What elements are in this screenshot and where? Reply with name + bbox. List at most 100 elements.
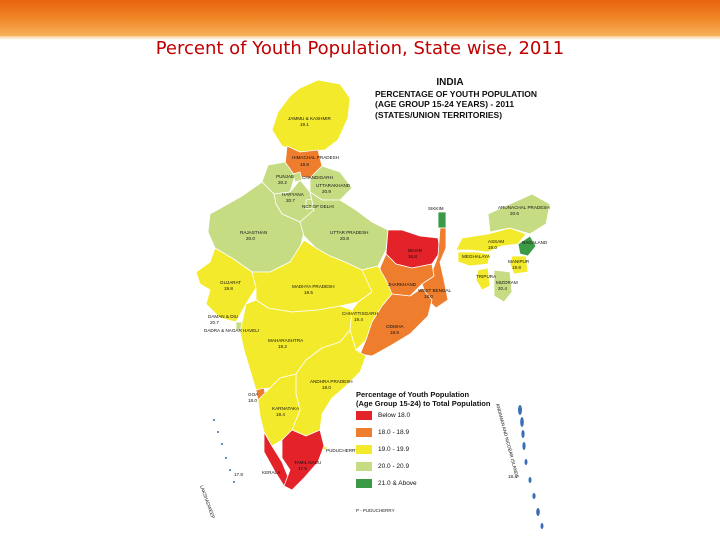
label-value: 17.5 xyxy=(298,466,307,471)
legend-swatch xyxy=(356,445,372,454)
label-name: WEST BENGAL xyxy=(418,288,452,293)
map-title: INDIA PERCENTAGE OF YOUTH POPULATION (AG… xyxy=(375,77,575,120)
region-andaman-nicobar xyxy=(518,405,544,529)
label-name: MEGHALAYA xyxy=(462,254,491,259)
region-nagaland xyxy=(517,235,537,257)
map-title-line: (STATES/UNION TERRITORIES) xyxy=(375,109,503,120)
label-value: 19.1 xyxy=(300,122,309,127)
label-value: 19.4 xyxy=(276,412,285,417)
label-value: 19.2 xyxy=(278,344,287,349)
label-value: 17.8 xyxy=(234,472,243,477)
label-name: SIKKIM xyxy=(428,206,444,211)
label-name: MAHARASHTRA xyxy=(268,338,304,343)
region-assam xyxy=(455,227,527,253)
legend-title: Percentage of Youth Population (Age Grou… xyxy=(356,390,506,408)
legend-item: 19.0 - 19.9 xyxy=(356,445,409,454)
label-name: CHHATTISGARH xyxy=(342,311,378,316)
label-name: MIZORAM xyxy=(496,280,518,285)
label-name: MADHYA PRADESH xyxy=(292,284,335,289)
legend-title-line: (Age Group 15-24) to Total Population xyxy=(356,399,491,408)
label-value: 20.4 xyxy=(498,286,507,291)
label-name: ANDHRA PRADESH xyxy=(310,379,353,384)
legend-item: 20.0 - 20.9 xyxy=(356,462,409,471)
region-odisha xyxy=(359,287,433,357)
label-name: RAJASTHAN xyxy=(240,230,267,235)
label-name: HIMACHAL PRADESH xyxy=(292,155,339,160)
label-value: 18.6 xyxy=(390,330,399,335)
legend-label: 20.0 - 20.9 xyxy=(378,463,410,470)
label-value: 20.7 xyxy=(210,320,219,325)
region-karnataka xyxy=(257,373,301,447)
legend-item: 18.0 - 18.9 xyxy=(356,428,409,437)
label-name: ODISHA xyxy=(386,324,405,329)
label-value: 20.0 xyxy=(246,236,255,241)
label-name: JHARKHAND xyxy=(388,282,417,287)
label-value: 19.0 xyxy=(488,245,497,250)
legend-label: 21.0 & Above xyxy=(378,480,417,487)
map-title-line: PERCENTAGE OF YOUTH POPULATION xyxy=(375,88,537,99)
region-meghalaya xyxy=(457,251,491,267)
label-value: 20.8 xyxy=(340,236,349,241)
label-value: 20.6 xyxy=(510,211,519,216)
legend-label: Below 18.0 xyxy=(378,412,411,419)
label-name: MANIPUR xyxy=(508,259,530,264)
label-name: UTTARAKHAND xyxy=(316,183,351,188)
label-value: 19.8 xyxy=(224,286,233,291)
top-banner-fade xyxy=(0,36,720,40)
label-name: HARYANA xyxy=(282,192,305,197)
label-value: 18.4 xyxy=(508,474,517,479)
label-name: KERALA xyxy=(262,470,281,475)
top-banner xyxy=(0,0,720,36)
legend-note: P - PUDUCHERRY xyxy=(356,508,395,513)
region-tamil-nadu xyxy=(281,429,325,491)
label-value: 18.8 xyxy=(300,162,309,167)
label-value: 19.5 xyxy=(304,290,313,295)
label-name: PUDUCHERRY xyxy=(326,448,358,453)
region-sikkim xyxy=(437,211,447,229)
region-mizoram xyxy=(493,269,513,303)
label-name: KARNATAKA xyxy=(272,406,300,411)
legend-swatch xyxy=(356,411,372,420)
legend-item: Below 18.0 xyxy=(356,411,410,420)
label-name: TAMIL NADU xyxy=(294,460,321,465)
slide-title: Percent of Youth Population, State wise,… xyxy=(155,38,565,59)
label-name: LAKSHADWEEP xyxy=(199,485,216,520)
label-value: 19.0 xyxy=(322,385,331,390)
label-name: TRIPURA xyxy=(476,274,497,279)
legend-swatch xyxy=(356,462,372,471)
legend-swatch xyxy=(356,428,372,437)
label-value: 18.0 xyxy=(248,398,257,403)
legend-title-line: Percentage of Youth Population xyxy=(356,390,470,399)
label-name: DAMAN & DIU xyxy=(208,314,238,319)
label-value: 18.0 xyxy=(424,294,433,299)
label-name: JAMMU & KASHMIR xyxy=(288,116,332,121)
region-chandigarh xyxy=(292,171,303,183)
label-value: 20.2 xyxy=(278,180,287,185)
label-name: ANDAMAN AND NICOBAR ISLANDS xyxy=(495,403,520,479)
region-manipur xyxy=(509,255,529,275)
region-lakshadweep xyxy=(213,419,235,483)
label-value: 20.9 xyxy=(322,189,331,194)
label-name: DADRA & NAGAR HAVELI xyxy=(204,328,259,333)
label-value: 16.8 xyxy=(408,254,417,259)
legend-swatch xyxy=(356,479,372,488)
label-value: 19.4 xyxy=(354,317,363,322)
region-puducherry xyxy=(322,445,328,451)
label-name: BIHAR xyxy=(408,248,423,253)
label-name: NAGALAND xyxy=(522,240,548,245)
label-name: NCT OF DELHI xyxy=(302,204,334,209)
region-jammu-kashmir xyxy=(271,79,351,153)
map-title-line: (AGE GROUP 15-24 YEARS) - 2011 xyxy=(375,99,515,109)
region-arunachal-pradesh xyxy=(487,193,551,235)
label-name: UTTAR PRADESH xyxy=(330,230,368,235)
legend-item: 21.0 & Above xyxy=(356,479,417,488)
label-name: GOA xyxy=(248,392,259,397)
label-value: 20.7 xyxy=(286,198,295,203)
label-name: ARUNACHAL PRADESH xyxy=(498,205,550,210)
label-name: ASSAM xyxy=(488,239,504,244)
map-title-line: INDIA xyxy=(436,77,464,88)
label-name: GUJARAT xyxy=(220,280,241,285)
label-name: CHANDIGARH xyxy=(302,175,333,180)
legend-label: 18.0 - 18.9 xyxy=(378,429,410,436)
